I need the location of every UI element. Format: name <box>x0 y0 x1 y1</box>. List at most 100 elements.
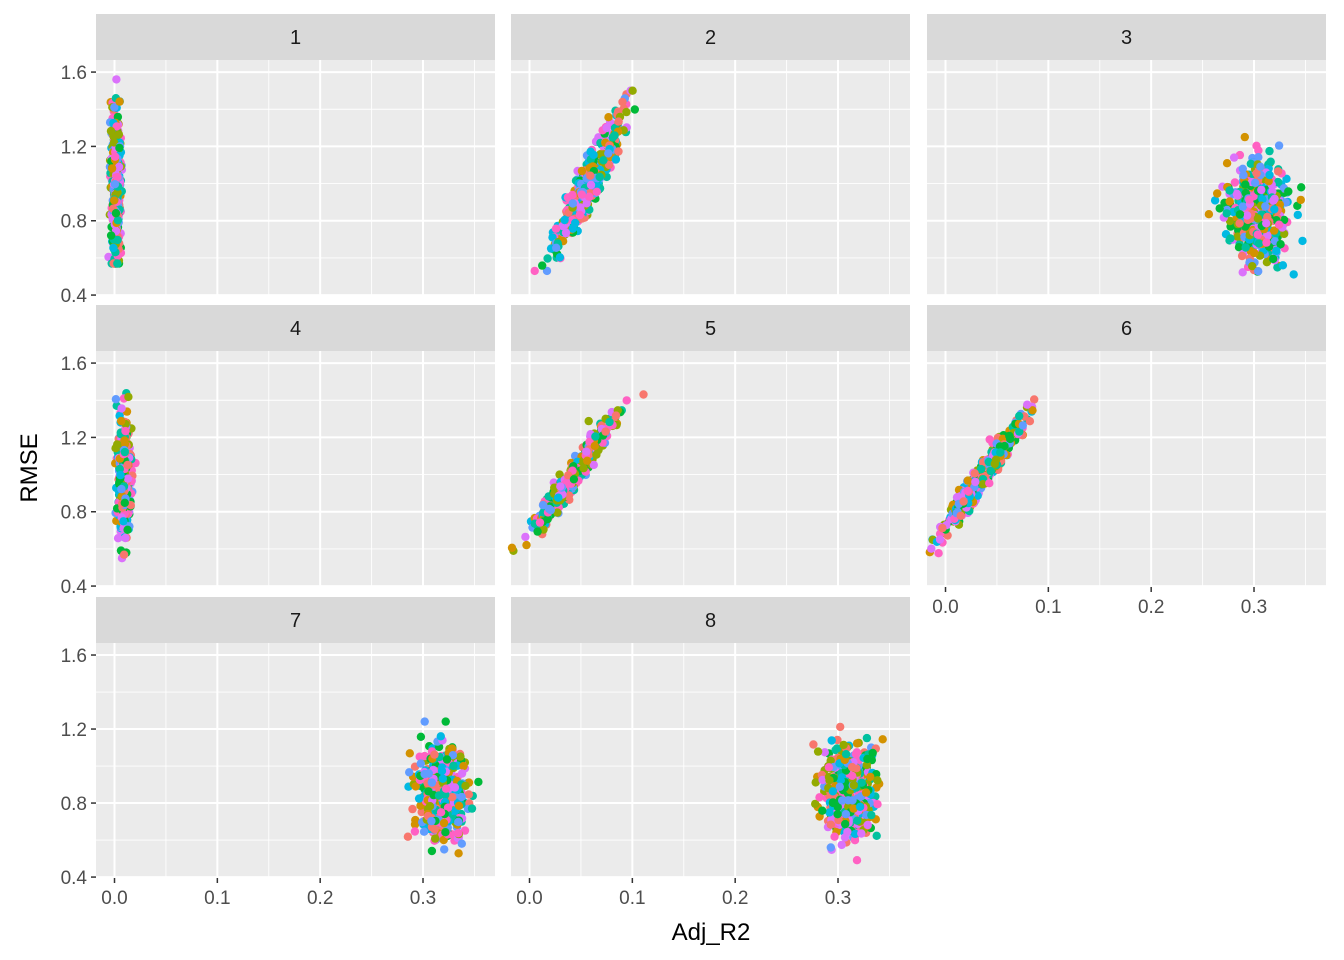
data-point <box>106 126 116 136</box>
data-point <box>443 803 453 812</box>
data-point <box>568 199 577 208</box>
data-point <box>1222 209 1231 218</box>
data-point <box>538 500 548 510</box>
data-point <box>963 486 972 495</box>
data-point <box>1265 146 1274 156</box>
x-tick-label: 0.2 <box>1138 597 1164 618</box>
data-point <box>110 180 120 189</box>
data-point <box>110 103 119 112</box>
data-point <box>1248 262 1257 271</box>
data-point <box>1235 219 1244 228</box>
data-point <box>1230 178 1240 187</box>
data-point <box>990 459 999 469</box>
data-point <box>438 774 447 783</box>
data-point <box>467 804 477 813</box>
facet-panel-4: 4 0.4 0.8 1.2 1.6 <box>61 305 495 598</box>
data-point <box>403 832 413 841</box>
data-point <box>1270 226 1279 235</box>
data-point <box>824 763 834 772</box>
data-point <box>543 254 552 263</box>
data-point <box>1030 395 1039 404</box>
x-tick-label: 0.2 <box>307 888 333 909</box>
data-point <box>601 427 610 436</box>
data-point <box>1233 232 1242 241</box>
facet-strip <box>96 597 495 643</box>
data-point <box>1015 411 1024 421</box>
data-point <box>837 840 846 850</box>
data-point <box>555 470 564 479</box>
data-point <box>437 766 447 776</box>
data-point <box>113 172 122 182</box>
data-point <box>809 740 818 749</box>
data-point <box>1241 180 1250 189</box>
data-point <box>1257 185 1266 195</box>
data-point <box>1028 406 1037 415</box>
data-point <box>521 532 530 542</box>
data-point <box>1293 210 1303 220</box>
data-point <box>410 827 420 836</box>
data-point <box>1262 238 1271 247</box>
data-point <box>1279 229 1289 239</box>
data-point <box>857 778 866 787</box>
data-point <box>604 149 613 158</box>
data-point <box>934 549 943 558</box>
data-point <box>1284 187 1293 196</box>
data-point <box>1276 240 1285 249</box>
points-group <box>1204 132 1307 279</box>
y-tick-label: 1.6 <box>61 63 87 84</box>
data-point <box>123 474 133 483</box>
y-tick-label: 0.4 <box>61 577 88 598</box>
data-point <box>109 243 118 253</box>
points-group <box>809 722 887 865</box>
x-tick-label: 0.2 <box>722 888 748 909</box>
data-point <box>986 466 995 476</box>
y-axis-title: RMSE <box>16 433 43 502</box>
data-point <box>408 804 417 814</box>
data-point <box>564 491 574 500</box>
data-point <box>1242 211 1252 220</box>
points-group <box>507 390 648 555</box>
data-point <box>836 776 845 785</box>
data-point <box>123 460 132 470</box>
x-tick-label: 0.0 <box>932 597 958 618</box>
data-point <box>862 733 872 743</box>
facet-panel-1: 1 0.4 0.8 1.2 1.6 <box>61 14 495 307</box>
data-point <box>117 416 126 426</box>
data-point <box>111 444 120 453</box>
facet-strip-label: 2 <box>705 27 716 49</box>
data-point <box>849 781 858 790</box>
data-point <box>1274 141 1284 150</box>
data-point <box>841 819 850 829</box>
data-point <box>1210 196 1220 205</box>
data-point <box>827 736 836 745</box>
data-point <box>1226 234 1235 243</box>
points-group <box>111 389 140 563</box>
x-tick-label: 0.0 <box>516 888 542 909</box>
facet-strip <box>511 14 910 60</box>
data-point <box>927 544 936 553</box>
data-point <box>420 717 429 726</box>
data-point <box>111 395 121 404</box>
facet-strip <box>511 305 910 351</box>
data-point <box>618 97 627 107</box>
data-point <box>420 769 429 779</box>
data-point <box>1273 167 1283 176</box>
data-point <box>430 750 439 759</box>
data-point <box>1253 214 1263 223</box>
data-point <box>1270 205 1279 214</box>
facet-strip-label: 7 <box>290 610 301 632</box>
data-point <box>847 762 857 772</box>
y-tick-label: 0.8 <box>61 794 87 815</box>
data-point <box>604 160 614 169</box>
data-point <box>434 791 444 800</box>
data-point <box>873 800 882 809</box>
facet-panel-2: 2 <box>511 14 910 297</box>
data-point <box>457 769 467 778</box>
data-point <box>416 759 425 768</box>
data-point <box>838 796 847 805</box>
facet-strip-label: 8 <box>705 610 716 632</box>
data-point <box>1204 210 1214 219</box>
data-point <box>425 802 435 811</box>
data-point <box>959 497 968 506</box>
data-point <box>820 748 829 757</box>
